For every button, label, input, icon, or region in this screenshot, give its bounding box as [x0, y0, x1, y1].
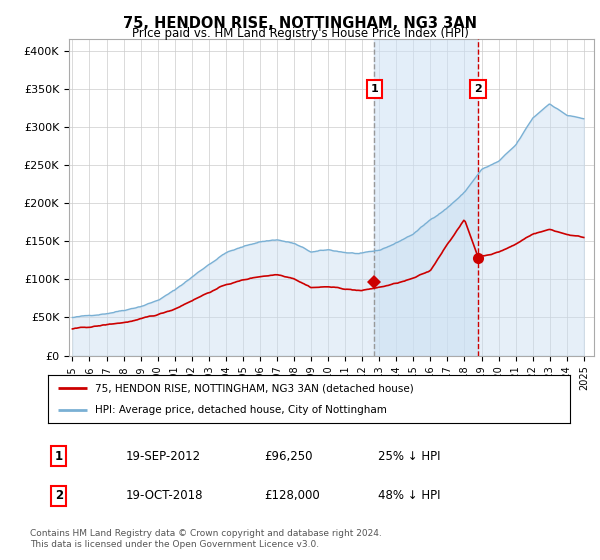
Bar: [374, 39, 478, 356]
Text: 19-OCT-2018: 19-OCT-2018: [126, 489, 203, 502]
Text: 1: 1: [55, 450, 63, 463]
Text: £96,250: £96,250: [264, 450, 313, 463]
Text: 1: 1: [371, 84, 379, 94]
Text: 75, HENDON RISE, NOTTINGHAM, NG3 3AN: 75, HENDON RISE, NOTTINGHAM, NG3 3AN: [123, 16, 477, 31]
Text: Contains HM Land Registry data © Crown copyright and database right 2024.
This d: Contains HM Land Registry data © Crown c…: [30, 529, 382, 549]
Text: 2: 2: [474, 84, 482, 94]
Text: HPI: Average price, detached house, City of Nottingham: HPI: Average price, detached house, City…: [95, 405, 387, 415]
Text: 19-SEP-2012: 19-SEP-2012: [126, 450, 201, 463]
Text: 2: 2: [55, 489, 63, 502]
Text: 48% ↓ HPI: 48% ↓ HPI: [378, 489, 440, 502]
Text: £128,000: £128,000: [264, 489, 320, 502]
Text: Price paid vs. HM Land Registry's House Price Index (HPI): Price paid vs. HM Land Registry's House …: [131, 27, 469, 40]
Text: 75, HENDON RISE, NOTTINGHAM, NG3 3AN (detached house): 75, HENDON RISE, NOTTINGHAM, NG3 3AN (de…: [95, 383, 414, 393]
Text: 25% ↓ HPI: 25% ↓ HPI: [378, 450, 440, 463]
